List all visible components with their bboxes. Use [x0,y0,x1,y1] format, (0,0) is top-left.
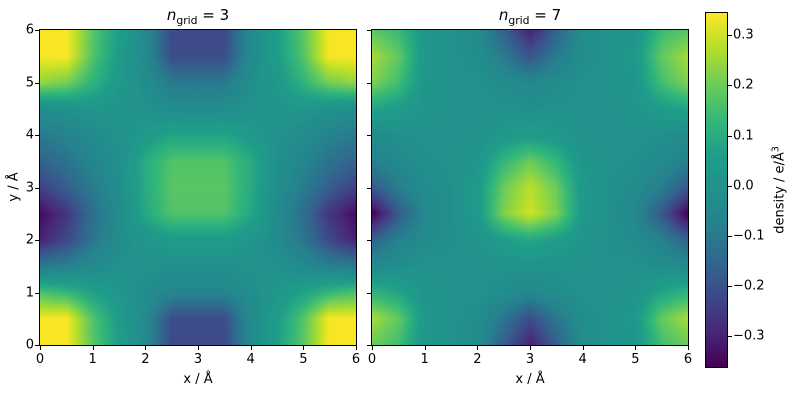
y-tick-mark [367,187,371,189]
colorbar-tick-mark [728,135,732,137]
colorbar-tick-label: −0.2 [733,278,765,294]
x-tick-label: 2 [473,352,482,367]
x-tick-mark [372,346,373,350]
x-tick-mark [477,346,479,350]
x-tick-label: 1 [420,352,429,367]
colorbar-label-superscript: 3 [770,146,782,153]
title-variable: n [166,6,177,24]
x-tick-mark [530,346,531,350]
x-tick-mark [92,346,94,350]
colorbar-tick-label: 0.2 [733,77,754,93]
y-tick-mark [35,345,39,346]
y-tick-mark [35,82,39,84]
colorbar-tick-label: 0.1 [733,128,754,144]
x-tick-mark [250,346,252,350]
panel-title-ngrid-7: ngrid = 7 [372,6,688,27]
y-tick-label: 0 [25,337,34,353]
x-tick-label: 6 [351,352,361,367]
y-tick-mark [35,187,39,189]
colorbar [705,12,728,368]
y-tick-mark [35,240,39,241]
y-tick-mark [35,135,39,136]
y-tick-mark [35,30,39,31]
x-tick-label: 1 [88,352,97,367]
x-tick-label: 2 [141,352,150,367]
x-tick-label: 3 [525,352,535,367]
heatmap-image-ngrid-3 [39,29,357,346]
y-tick-label: 1 [25,285,34,300]
x-axis-label-left: x / Å [183,372,213,387]
colorbar-tick-label: 0.0 [733,178,754,194]
x-tick-label: 5 [299,352,308,367]
x-tick-label: 5 [631,352,640,367]
x-tick-mark [303,346,305,350]
x-tick-label: 4 [578,352,587,367]
x-tick-mark [424,346,426,350]
x-tick-mark [145,346,147,350]
y-tick-label: 6 [25,22,34,38]
y-tick-mark [367,292,371,294]
colorbar-tick-mark [728,85,732,87]
title-variable: n [498,6,509,24]
x-tick-label: 0 [367,352,377,367]
title-value: = 7 [529,6,562,24]
x-tick-label: 3 [193,352,203,367]
x-tick-label: 0 [35,352,45,367]
colorbar-tick-mark [728,336,732,338]
y-tick-mark [367,30,371,31]
x-tick-mark [198,346,199,350]
colorbar-tick-label: −0.1 [733,228,765,244]
heatmap-image-ngrid-7 [371,29,689,346]
colorbar-tick-mark [728,35,732,37]
y-tick-label: 5 [25,75,34,90]
x-tick-label: 4 [246,352,255,367]
y-tick-mark [367,240,371,241]
colorbar-tick-label: −0.3 [733,328,765,344]
y-tick-mark [367,345,371,346]
y-tick-label: 2 [25,232,34,248]
panel-title-ngrid-3: ngrid = 3 [40,6,356,27]
colorbar-tick-mark [728,286,732,288]
title-subscript: grid [508,14,530,27]
title-subscript: grid [176,14,198,27]
y-tick-mark [367,135,371,136]
y-tick-mark [367,82,371,84]
colorbar-tick-mark [728,185,732,187]
x-tick-mark [40,346,41,350]
x-tick-mark [356,346,357,350]
x-axis-label-right: x / Å [515,372,545,387]
y-tick-mark [35,292,39,294]
x-tick-mark [635,346,637,350]
title-value: = 3 [197,6,230,24]
colorbar-tick-mark [728,235,732,237]
colorbar-label: density / e/Å3 [770,146,787,234]
x-tick-mark [582,346,584,350]
x-tick-mark [688,346,689,350]
colorbar-label-text: density / e/Å [772,152,788,234]
y-tick-label: 4 [25,127,34,143]
colorbar-tick-label: 0.3 [733,27,754,43]
y-tick-label: 3 [25,180,34,195]
x-tick-label: 6 [683,352,693,367]
